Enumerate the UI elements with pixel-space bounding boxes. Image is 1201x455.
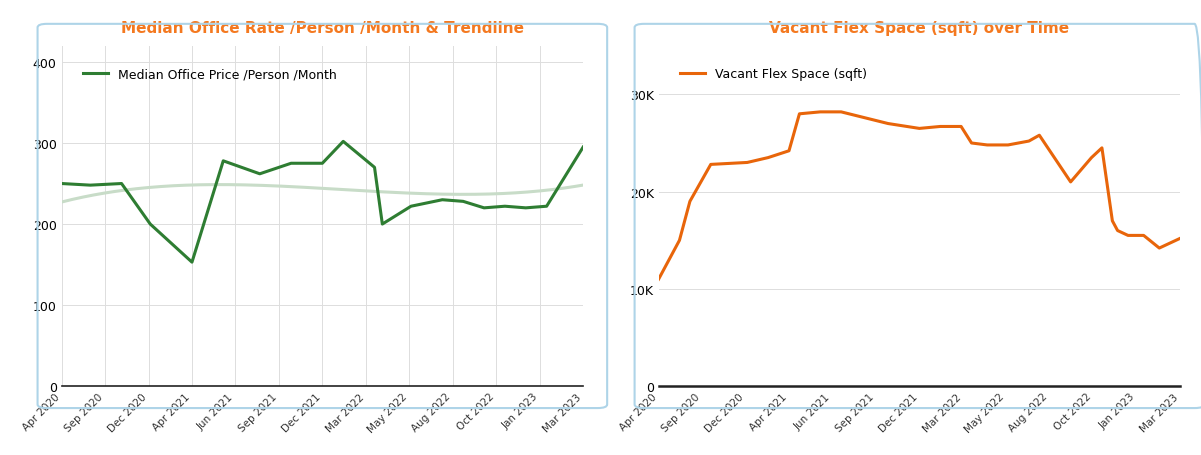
- Title: Median Office Rate /Person /Month & Trendline: Median Office Rate /Person /Month & Tren…: [121, 21, 524, 36]
- Legend: Vacant Flex Space (sqft): Vacant Flex Space (sqft): [675, 63, 872, 86]
- Title: Vacant Flex Space (sqft) over Time: Vacant Flex Space (sqft) over Time: [770, 21, 1069, 36]
- Legend: Median Office Price /Person /Month: Median Office Price /Person /Month: [78, 63, 342, 86]
